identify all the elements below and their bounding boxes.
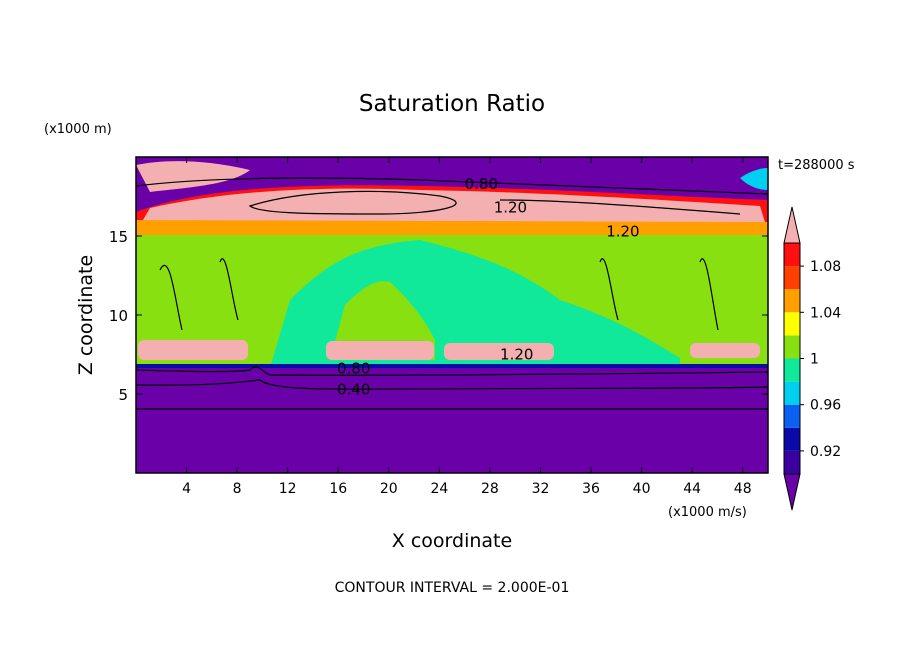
colorbar-tick-label: 0.96 xyxy=(810,398,841,414)
colorbar-tick-label: 0.92 xyxy=(810,444,841,460)
contour-line xyxy=(248,190,457,215)
colorbar-tick-label: 1.04 xyxy=(810,305,841,321)
colorbar-swatch xyxy=(784,312,800,336)
contour-label: 0.40 xyxy=(337,380,370,398)
y-axis-ticks: 5 10 15 xyxy=(109,228,768,404)
x-axis-label: X coordinate xyxy=(392,530,512,552)
contour-line xyxy=(136,177,768,195)
chart-title: Saturation Ratio xyxy=(359,91,545,117)
colorbar-swatch xyxy=(784,358,800,382)
region-upper-left-patch xyxy=(136,161,250,192)
contour-label: 1.20 xyxy=(494,199,527,217)
contour-lines xyxy=(136,177,768,410)
x-tick-label: 40 xyxy=(633,481,651,497)
x-tick-label: 32 xyxy=(532,481,550,497)
contour-line xyxy=(599,258,619,321)
colorbar-tick-label: 1 xyxy=(810,352,819,368)
contour-line xyxy=(136,366,768,376)
x-tick-label: 44 xyxy=(683,481,701,497)
x-tick-label: 48 xyxy=(734,481,752,497)
contour-line xyxy=(219,258,239,321)
colorbar-swatch xyxy=(784,266,800,290)
contour-label: 1.20 xyxy=(606,222,639,240)
contour-labels: 0.80 1.20 1.20 1.20 0.80 0.40 xyxy=(337,175,640,398)
colorbar-swatch xyxy=(784,404,800,428)
x-tick-label: 36 xyxy=(582,481,600,497)
contour-label: 1.20 xyxy=(500,346,533,364)
contour-line xyxy=(159,264,183,331)
region-lower-band-far xyxy=(690,343,760,358)
x-tick-label: 12 xyxy=(279,481,297,497)
contour-line xyxy=(699,258,719,331)
region-lower-band-right xyxy=(444,343,554,360)
time-label: t=288000 s xyxy=(778,158,855,173)
y-axis-label: Z coordinate xyxy=(75,255,97,375)
x-tick-label: 16 xyxy=(329,481,347,497)
region-lower-band-mid xyxy=(326,341,434,360)
y-tick-label: 10 xyxy=(109,307,128,325)
x-tick-label: 24 xyxy=(430,481,448,497)
region-upper-right-patch xyxy=(740,168,768,190)
colorbar-top-arrow xyxy=(783,206,801,244)
contour-label: 0.80 xyxy=(337,360,370,378)
y-tick-label: 15 xyxy=(109,228,128,246)
colorbar-bottom-arrow xyxy=(783,473,801,511)
contour-label: 0.80 xyxy=(465,175,498,193)
contour-line xyxy=(136,379,768,390)
colorbar-swatch xyxy=(784,427,800,451)
x-tick-label: 8 xyxy=(233,481,242,497)
x-tick-label: 28 xyxy=(481,481,499,497)
colorbar-swatch xyxy=(784,335,800,359)
region-lower-band-left xyxy=(138,340,248,360)
colorbar-swatch xyxy=(784,450,800,474)
y-tick-label: 5 xyxy=(118,386,128,404)
colorbar-swatch xyxy=(784,381,800,405)
x-unit-label: (x1000 m/s) xyxy=(668,505,747,520)
x-tick-label: 20 xyxy=(380,481,398,497)
y-unit-label: (x1000 m) xyxy=(44,122,112,137)
x-tick-label: 4 xyxy=(182,481,191,497)
region-interior-green xyxy=(330,281,435,360)
contour-interval-note: CONTOUR INTERVAL = 2.000E-01 xyxy=(335,580,570,596)
contour-line xyxy=(499,199,741,215)
x-axis-ticks: 4 8 12 16 20 24 28 32 36 40 44 48 xyxy=(182,157,752,497)
colorbar-swatch xyxy=(784,243,800,267)
colorbar: 0.92 0.96 1 1.04 1.08 xyxy=(783,206,841,511)
colorbar-tick-label: 1.08 xyxy=(810,259,841,275)
saturation-field: 0.80 1.20 1.20 1.20 0.80 0.40 xyxy=(136,157,768,473)
colorbar-swatch xyxy=(784,289,800,313)
region-boundary-layer xyxy=(136,364,768,473)
